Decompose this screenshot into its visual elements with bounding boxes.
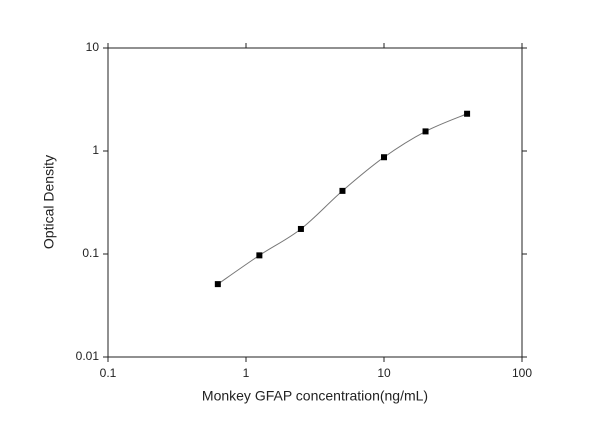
plot-frame bbox=[107, 47, 523, 358]
data-point bbox=[297, 225, 304, 232]
y-axis-title: Optical Density bbox=[41, 155, 57, 249]
x-tick-label: 10 bbox=[377, 366, 391, 380]
data-point bbox=[339, 187, 346, 194]
data-point bbox=[464, 110, 471, 117]
data-point bbox=[256, 252, 263, 259]
y-tick-label: 0.01 bbox=[76, 349, 100, 363]
data-point bbox=[422, 128, 429, 135]
x-tick-label: 0.1 bbox=[100, 366, 117, 380]
y-tick-label: 0.1 bbox=[82, 246, 99, 260]
data-point bbox=[381, 154, 387, 161]
x-tick-label: 1 bbox=[243, 366, 250, 380]
data-point bbox=[214, 281, 221, 288]
y-tick-label: 10 bbox=[86, 40, 100, 54]
x-tick-label: 100 bbox=[512, 366, 532, 380]
y-tick-label: 1 bbox=[92, 143, 99, 157]
x-axis-title: Monkey GFAP concentration(ng/mL) bbox=[202, 388, 428, 404]
fit-curve bbox=[217, 113, 468, 285]
